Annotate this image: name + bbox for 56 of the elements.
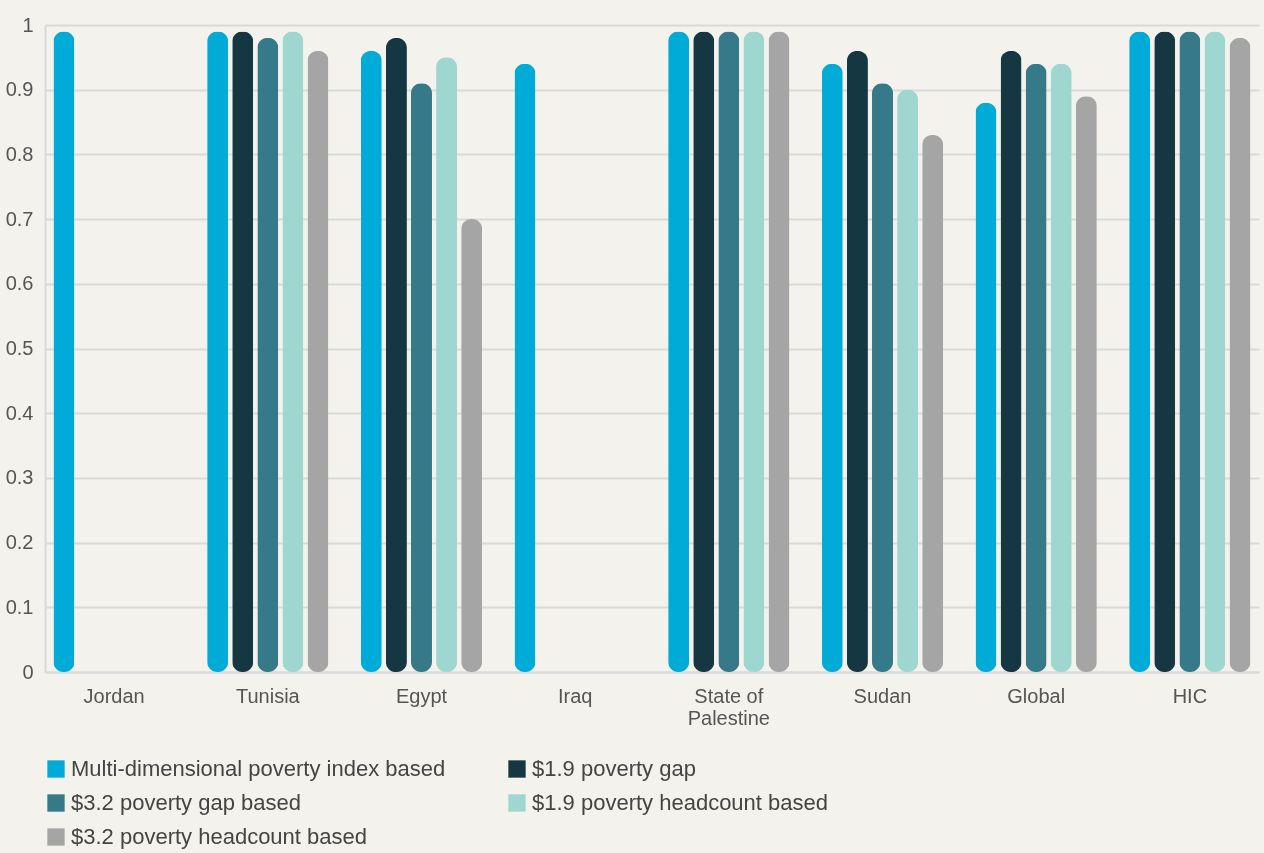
legend-label: $1.9 poverty gap (532, 756, 696, 781)
x-tick-label: Global (1007, 684, 1066, 707)
x-tick-label: Tunisia (235, 684, 301, 707)
bar (1154, 31, 1176, 672)
bar (232, 31, 254, 672)
y-tick-label: 0.6 (5, 272, 34, 295)
bar (718, 31, 740, 672)
y-tick-label: 0.3 (5, 466, 34, 489)
x-tick-label: Iraq (557, 684, 593, 707)
y-tick-label: 0.9 (5, 78, 34, 101)
y-tick-label: 0.8 (5, 142, 34, 165)
y-tick-label: 0 (22, 660, 34, 683)
y-tick-label: 0.4 (5, 401, 34, 424)
x-tick-label: State of Palestine (687, 684, 770, 729)
bar (1229, 37, 1251, 672)
bar (743, 31, 765, 672)
bar (768, 31, 790, 672)
bar (461, 219, 483, 672)
bar (1050, 63, 1072, 672)
bar (257, 37, 279, 672)
bar (897, 89, 919, 672)
y-tick-label: 1 (22, 13, 34, 36)
bar (436, 57, 458, 672)
y-tick-label: 0.7 (5, 207, 34, 230)
y-tick-label: 0.2 (5, 531, 34, 554)
bar (693, 31, 715, 672)
x-tick-label: Jordan (83, 684, 145, 707)
bar (207, 31, 229, 672)
bar (360, 50, 382, 672)
bar (872, 83, 894, 672)
legend-label: $3.2 poverty gap based (71, 790, 301, 815)
legend-label: $1.9 poverty headcount based (532, 790, 829, 815)
bar (1179, 31, 1201, 672)
y-tick-label: 0.5 (5, 337, 34, 359)
bar (385, 37, 407, 672)
x-tick-label: Egypt (395, 684, 448, 707)
bar (668, 31, 690, 672)
bar (282, 31, 304, 672)
bar (846, 50, 868, 672)
bar (821, 63, 843, 672)
legend-label: $3.2 poverty headcount based (71, 824, 368, 849)
bar (307, 50, 329, 672)
bar (1075, 96, 1097, 672)
x-tick-label: Sudan (853, 684, 912, 707)
bar (514, 63, 536, 672)
legend-label: Multi-dimensional poverty index based (71, 756, 446, 781)
x-tick-label: HIC (1172, 684, 1208, 707)
bar (1000, 50, 1022, 672)
bar (1129, 31, 1151, 672)
bar (1204, 31, 1226, 672)
y-tick-label: 0.1 (5, 595, 34, 618)
bar (975, 102, 997, 672)
bar (922, 134, 944, 672)
bar (1025, 63, 1047, 672)
bar (410, 83, 432, 672)
bar (53, 31, 75, 672)
